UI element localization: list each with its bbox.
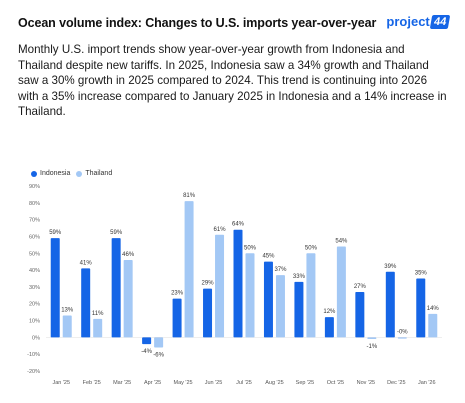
y-tick-label: 20% <box>29 302 40 308</box>
y-tick-label: 50% <box>29 251 40 257</box>
x-tick-label: Oct '25 <box>327 380 344 386</box>
y-tick-label: -20% <box>27 369 40 375</box>
y-tick-label: -10% <box>27 352 40 358</box>
bar-thailand <box>306 253 316 338</box>
x-tick-label: Jul '25 <box>236 380 252 386</box>
bar-thailand <box>428 313 438 338</box>
data-label-indonesia: 33% <box>293 274 306 280</box>
bar-indonesia <box>233 229 243 338</box>
bar-thailand <box>275 275 285 338</box>
bar-thailand <box>62 315 72 338</box>
bar-indonesia <box>81 268 91 338</box>
legend-swatch-thailand <box>76 170 83 177</box>
page-title: Ocean volume index: Changes to U.S. impo… <box>18 16 377 30</box>
y-tick-label: 90% <box>29 184 40 190</box>
data-label-thailand: -6% <box>153 352 164 358</box>
bar-indonesia <box>324 317 334 338</box>
data-label-thailand: -1% <box>367 344 378 350</box>
bar-thailand <box>367 337 377 340</box>
y-tick-label: 10% <box>29 319 40 325</box>
data-label-thailand: 61% <box>214 227 227 233</box>
x-tick-label: Nov '25 <box>357 380 375 386</box>
x-tick-label: May '25 <box>174 380 193 386</box>
data-label-indonesia: 12% <box>323 309 336 315</box>
data-label-indonesia: 23% <box>171 291 184 297</box>
data-label-indonesia: 59% <box>110 230 123 236</box>
legend-item-thailand: Thailand <box>76 170 112 177</box>
data-label-indonesia: -4% <box>141 349 152 355</box>
data-label-indonesia: 27% <box>354 284 367 290</box>
logo-text: project <box>386 14 430 29</box>
bar-indonesia <box>50 238 60 338</box>
data-label-thailand: 46% <box>122 252 135 258</box>
description-text: Monthly U.S. import trends show year-ove… <box>18 43 447 118</box>
data-label-thailand: 50% <box>244 245 257 251</box>
bar-indonesia <box>111 238 121 338</box>
bar-indonesia <box>263 261 273 338</box>
bar-thailand <box>397 337 407 339</box>
bar-thailand <box>336 246 346 338</box>
legend-swatch-indonesia <box>31 170 37 177</box>
data-label-indonesia: 35% <box>415 271 428 277</box>
x-tick-label: Jun '25 <box>205 380 223 386</box>
legend-label-thailand: Thailand <box>85 170 113 177</box>
data-label-thailand: -0% <box>397 329 408 335</box>
data-label-thailand: 11% <box>92 311 104 317</box>
bar-thailand <box>245 253 255 338</box>
data-label-thailand: 14% <box>427 306 440 312</box>
legend-item-indonesia: Indonesia <box>31 170 70 177</box>
x-tick-label: Jan '26 <box>418 380 436 386</box>
x-tick-label: Mar '25 <box>113 380 131 386</box>
data-label-indonesia: 59% <box>49 230 62 236</box>
x-tick-label: Aug '25 <box>265 380 283 386</box>
bar-indonesia <box>416 278 426 338</box>
bar-indonesia <box>355 291 365 338</box>
data-label-thailand: 54% <box>335 239 348 245</box>
x-tick-label: Jan '25 <box>52 380 70 386</box>
bar-thailand <box>93 318 103 338</box>
data-label-indonesia: 45% <box>262 254 275 260</box>
x-tick-label: Dec '25 <box>387 380 405 386</box>
y-tick-label: 70% <box>29 218 40 224</box>
data-label-thailand: 81% <box>183 193 196 199</box>
data-label-thailand: 50% <box>305 245 318 251</box>
data-label-indonesia: 64% <box>232 222 245 228</box>
x-tick-label: Sep '25 <box>296 380 314 386</box>
chart-legend: Indonesia Thailand <box>31 170 118 177</box>
bar-thailand <box>184 201 194 338</box>
data-label-indonesia: 41% <box>80 260 93 266</box>
y-tick-label: 60% <box>29 234 40 240</box>
bar-thailand <box>123 260 133 338</box>
y-tick-label: 0% <box>32 335 40 341</box>
project44-logo: project 44 <box>386 14 451 29</box>
y-tick-label: 80% <box>29 201 40 207</box>
bar-thailand <box>215 234 225 338</box>
y-tick-label: 40% <box>29 268 40 274</box>
data-label-thailand: 13% <box>61 308 74 314</box>
bar-indonesia <box>172 298 182 338</box>
bar-indonesia <box>142 337 152 345</box>
bar-indonesia <box>385 271 395 338</box>
data-label-thailand: 37% <box>274 267 287 273</box>
legend-label-indonesia: Indonesia <box>40 170 71 177</box>
bar-indonesia <box>203 288 213 338</box>
bar-thailand <box>154 337 164 348</box>
data-label-indonesia: 29% <box>202 281 215 287</box>
y-tick-label: 30% <box>29 285 40 291</box>
x-tick-label: Feb '25 <box>83 380 101 386</box>
bar-indonesia <box>294 281 304 338</box>
data-label-indonesia: 39% <box>384 264 397 270</box>
x-tick-label: Apr '25 <box>144 380 161 386</box>
